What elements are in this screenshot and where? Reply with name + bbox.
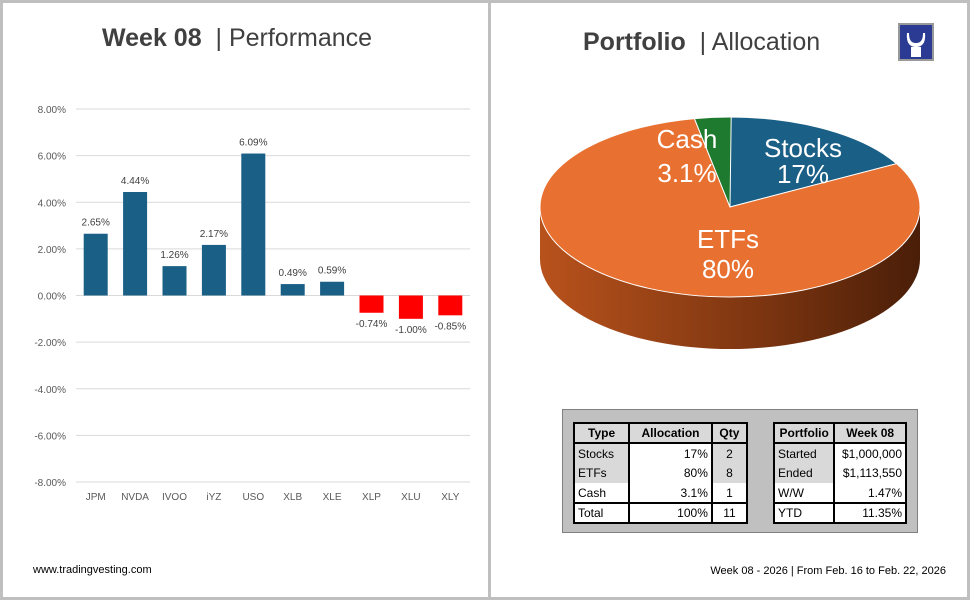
bar-XLB [280,284,305,296]
bar-XLU [398,295,423,319]
x-tick-label: XLU [401,492,420,503]
cell: $1,000,000 [833,443,906,463]
date-range: Week 08 - 2026 | From Feb. 16 to Feb. 22… [710,565,946,577]
cell: Cash [572,483,630,503]
y-tick-label: 6.00% [38,152,66,163]
performance-title: Week 08 | Performance [102,24,373,52]
bar-XLP [359,295,384,313]
cell: 1 [710,483,747,503]
pie-slice-etfs [539,118,921,298]
y-tick-label: 8.00% [38,105,66,116]
header-allocation: Allocation [628,423,712,444]
header-week: Week 08 [833,423,906,444]
cell: 11.35% [833,502,906,523]
bar-iYZ [201,244,226,296]
bar-NVDA [123,191,148,296]
pie-slice-cash [693,116,732,208]
cell: Total [572,502,630,523]
header-qty: Qty [710,423,747,444]
bar-IVOO [162,266,187,296]
cell: Started [772,443,835,463]
cell: 80% [628,463,712,483]
cell: W/W [772,483,835,503]
cell: 100% [628,502,712,523]
allocation-title: Portfolio | Allocation [583,28,821,56]
pie-label-name: ETFs [697,224,759,254]
cell: 3.1% [628,483,712,503]
website-link[interactable]: www.tradingvesting.com [33,564,152,576]
cell: 11 [710,502,747,523]
bar-XLE [320,281,345,296]
header-portfolio: Portfolio [772,423,835,444]
pie-label-value: 17% [777,159,829,189]
allocation-table: Type Allocation Qty Stocks 17% 2 ETFs 80% 8 Ca… [572,422,748,524]
bar-JPM [83,233,108,296]
x-tick-label: XLY [441,492,459,503]
cell: 17% [628,443,712,463]
y-tick-label: 4.00% [38,198,66,209]
y-tick-label: -8.00% [34,478,66,489]
data-label: 4.44% [121,176,149,187]
cell: 1.47% [833,483,906,503]
cell: 2 [710,443,747,463]
data-label: 6.09% [239,138,267,149]
data-label: 1.26% [160,250,188,261]
bar-XLY [438,295,463,316]
data-label: -1.00% [395,325,427,336]
cell: 8 [710,463,747,483]
data-label: 0.49% [279,268,307,279]
x-tick-label: IVOO [162,492,187,503]
portfolio-table: Portfolio Week 08 Started $1,000,000 Ended… [772,422,907,524]
y-tick-label: -4.00% [34,385,66,396]
x-tick-label: iYZ [206,492,221,503]
x-tick-label: XLP [362,492,381,503]
bull-horns-icon [898,23,934,61]
pie-side [540,207,920,349]
x-tick-label: XLB [283,492,302,503]
y-tick-label: -6.00% [34,431,66,442]
data-label: 2.17% [200,229,228,240]
cell: Stocks [572,443,630,463]
performance-bar-chart: 8.00% 6.00% 4.00% 2.00% 0.00% -2.00% -4.00% -6.… [34,105,470,503]
x-tick-label: JPM [86,492,106,503]
cell: YTD [772,502,835,523]
data-label: -0.85% [434,321,466,332]
data-label: -0.74% [356,319,388,330]
x-tick-label: NVDA [121,492,149,503]
cell: Ended [772,463,835,483]
cell: $1,113,550 [833,463,906,483]
y-tick-label: 0.00% [38,292,66,303]
pie-label-name: Stocks [764,133,842,163]
pie-label-name: Cash [657,124,718,154]
data-label: 0.59% [318,266,346,277]
pie-slice-stocks [729,116,898,208]
data-label: 2.65% [82,218,110,229]
x-tick-label: XLE [323,492,342,503]
pie-label-value: 80% [702,254,754,284]
pie-label-value: 3.1% [657,158,716,188]
header-type: Type [572,423,630,444]
bar-USO [241,153,266,296]
divider [488,0,491,600]
x-tick-label: USO [242,492,264,503]
cell: ETFs [572,463,630,483]
y-tick-label: -2.00% [34,338,66,349]
y-tick-label: 2.00% [38,245,66,256]
summary-tables: Type Allocation Qty Stocks 17% 2 ETFs 80% 8 Ca… [562,409,918,533]
